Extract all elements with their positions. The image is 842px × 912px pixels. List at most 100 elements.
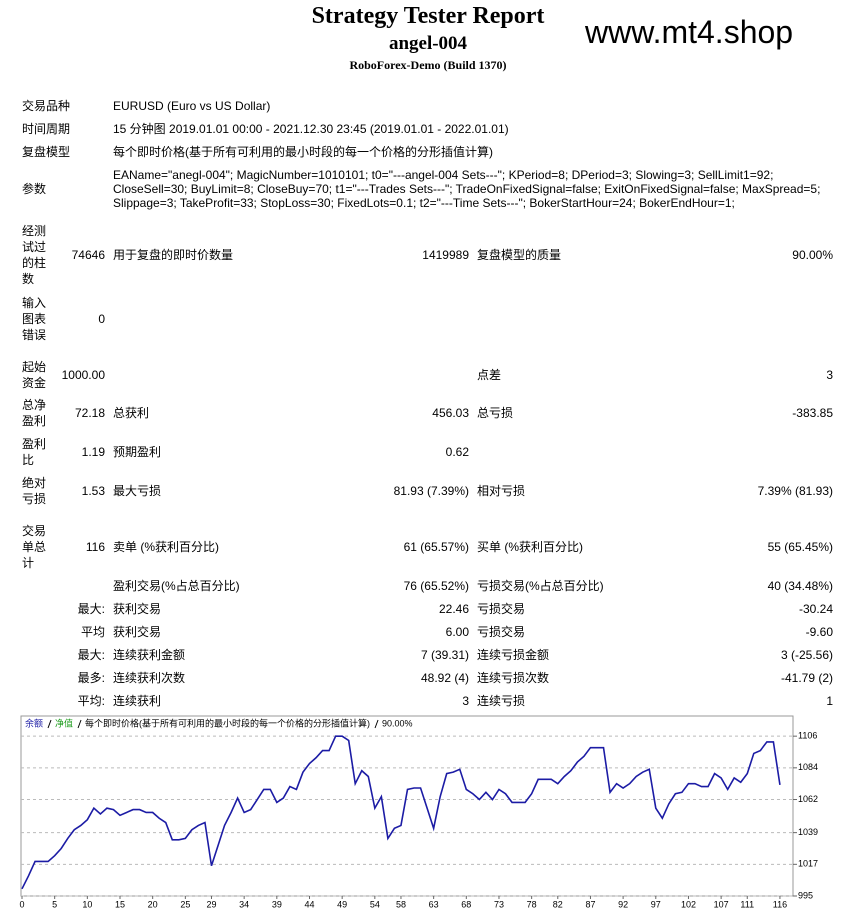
stat-label: 绝对亏损 <box>22 476 47 506</box>
info-value: 15 分钟图 2019.01.01 00:00 - 2021.12.30 23:… <box>113 122 509 136</box>
stat-label: 交易单总计 <box>22 524 47 570</box>
stat-value2: 76 (65.52%) <box>403 579 469 593</box>
stat-value: 平均: <box>77 694 105 708</box>
x-tick-label: 116 <box>773 899 787 909</box>
stat-label3: 复盘模型的质量 <box>477 248 562 262</box>
stat-label2: 卖单 (%获利百分比) <box>113 540 219 554</box>
stat-label3: 亏损交易 <box>477 625 526 639</box>
legend-separator <box>374 719 379 729</box>
stat-value3: -383.85 <box>792 406 833 420</box>
stat-value3: -9.60 <box>805 625 833 639</box>
stat-label: 起始资金 <box>22 360 47 390</box>
y-tick-label: 1039 <box>798 827 818 837</box>
x-tick-label: 54 <box>370 899 380 909</box>
stat-label3: 相对亏损 <box>477 484 526 498</box>
x-tick-label: 82 <box>553 899 563 909</box>
legend-item: 净值 <box>55 717 73 728</box>
stat-value: 1000.00 <box>61 368 105 382</box>
legend-item: 每个即时价格(基于所有可利用的最小时段的每一个价格的分形插值计算) <box>85 717 370 728</box>
x-tick-label: 58 <box>396 899 406 909</box>
legend-separator <box>77 719 82 729</box>
stat-value3: 40 (34.48%) <box>767 579 833 593</box>
balance-chart: 995 1017 1039 1062 1084 1106 0 5 10 15 20 25 29 34 39 4… <box>19 715 818 909</box>
stat-value2: 7 (39.31) <box>420 648 469 662</box>
x-tick-label: 20 <box>148 899 158 909</box>
stat-value3: 1 <box>826 694 833 708</box>
stat-value2: 456.03 <box>432 406 469 420</box>
balance-line <box>21 735 781 890</box>
stat-value3: -41.79 (2) <box>780 671 833 685</box>
stat-value: 74646 <box>71 248 105 262</box>
stat-value2: 6.00 <box>445 625 469 639</box>
info-value: EURUSD (Euro vs US Dollar) <box>113 99 271 113</box>
stat-value2: 1419989 <box>422 248 469 262</box>
y-tick-label: 1084 <box>798 762 818 772</box>
info-value: Slippage=3; TakeProfit=33; StopLoss=30; … <box>113 196 735 210</box>
stat-label2: 连续获利金额 <box>113 648 186 662</box>
x-tick-label: 0 <box>19 899 24 909</box>
x-tick-label: 44 <box>304 899 314 909</box>
stat-value2: 3 <box>462 694 469 708</box>
stat-value2: 22.46 <box>438 602 469 616</box>
x-tick-label: 34 <box>239 899 249 909</box>
stat-label: 总净盈利 <box>22 398 47 428</box>
stat-label2: 连续获利 <box>113 694 162 708</box>
x-tick-label: 92 <box>618 899 628 909</box>
x-tick-label: 111 <box>740 899 754 909</box>
stat-value: 最多: <box>77 671 105 685</box>
stat-label3: 点差 <box>477 368 502 382</box>
info-label: 交易品种 <box>22 99 71 113</box>
stat-value: 1.19 <box>81 445 105 459</box>
x-tick-label: 78 <box>527 899 537 909</box>
y-tick-label: 995 <box>798 890 813 900</box>
stat-value: 1.53 <box>81 484 105 498</box>
x-tick-label: 49 <box>337 899 347 909</box>
stat-label2: 最大亏损 <box>113 484 162 498</box>
info-value: EAName="anegl-004"; MagicNumber=1010101;… <box>113 168 774 182</box>
info-label: 时间周期 <box>22 122 71 136</box>
x-tick-label: 15 <box>115 899 125 909</box>
info-label: 复盘模型 <box>22 145 71 159</box>
x-tick-label: 10 <box>82 899 92 909</box>
stat-label3: 连续亏损金额 <box>477 648 550 662</box>
stat-value: 最大: <box>77 648 105 662</box>
info-value: CloseSell=30; BuyLimit=8; CloseBuy=70; t… <box>113 182 821 196</box>
stat-label: 经测试过的柱数 <box>22 224 47 286</box>
stat-value: 平均 <box>80 625 105 639</box>
x-tick-label: 29 <box>206 899 216 909</box>
stat-label3: 亏损交易 <box>477 602 526 616</box>
x-tick-label: 68 <box>461 899 471 909</box>
stat-label: 输入图表错误 <box>22 296 47 342</box>
stat-value2: 61 (65.57%) <box>403 540 469 554</box>
stat-label3: 总亏损 <box>477 406 514 420</box>
x-tick-label: 107 <box>714 899 729 909</box>
stat-value3: 3 <box>826 368 833 382</box>
stat-label3: 连续亏损 <box>477 694 526 708</box>
stat-label2: 盈利交易(%占总百分比) <box>113 579 240 593</box>
stat-label2: 获利交易 <box>113 602 162 616</box>
plot-area <box>20 715 794 897</box>
stat-label2: 连续获利次数 <box>113 671 186 685</box>
stat-value: 116 <box>85 540 105 554</box>
stat-value3: 55 (65.45%) <box>767 540 833 554</box>
legend-separator <box>47 719 52 729</box>
watermark: www.mt4.shop <box>585 14 794 50</box>
stat-label: 盈利比 <box>22 437 47 467</box>
info-label: 参数 <box>22 182 47 196</box>
stat-label3: 连续亏损次数 <box>477 671 550 685</box>
broker: RoboForex-Demo (Build 1370) <box>349 58 507 72</box>
x-tick-label: 97 <box>651 899 661 909</box>
y-tick-label: 1017 <box>798 859 818 869</box>
report-subtitle: angel-004 <box>388 33 468 54</box>
x-tick-label: 63 <box>429 899 439 909</box>
stat-value: 72.18 <box>74 406 105 420</box>
stat-value3: -30.24 <box>798 602 833 616</box>
x-tick-label: 5 <box>52 899 57 909</box>
legend-item: 90.00% <box>382 718 413 728</box>
stat-label3: 买单 (%获利百分比) <box>477 540 583 554</box>
stat-value3: 3 (-25.56) <box>780 648 833 662</box>
stat-value2: 81.93 (7.39%) <box>393 484 469 498</box>
stat-value3: 90.00% <box>792 248 833 262</box>
stat-value2: 48.92 (4) <box>420 671 469 685</box>
x-tick-label: 87 <box>585 899 595 909</box>
